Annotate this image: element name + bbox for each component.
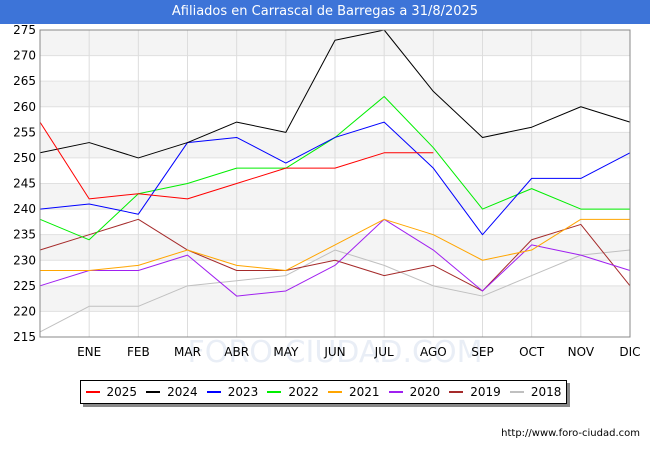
legend-label: 2019 (470, 385, 501, 399)
legend-item-2023: 2023 (206, 385, 259, 399)
series-line-2023 (39, 121, 631, 236)
y-tick-label: 275 (13, 23, 36, 37)
x-axis-ticks: ENE FEB MAR ABR MAY JUN JUL AGO SEP OCT NOV DIC (77, 345, 640, 359)
legend-item-2021: 2021 (328, 385, 380, 399)
watermark-text: FORO-CIUDAD.COM (188, 335, 483, 370)
y-tick-label: 250 (13, 151, 36, 165)
series-line-2020 (39, 218, 631, 297)
legend-swatch (509, 391, 524, 393)
y-tick-label: 225 (13, 279, 36, 293)
legend-item-2018: 2018 (509, 385, 562, 399)
x-tick-label: MAY (273, 345, 299, 359)
legend-swatch (146, 391, 161, 393)
x-tick-label: JUL (374, 345, 394, 359)
legend-swatch (267, 391, 282, 393)
y-tick-label: 230 (13, 253, 36, 267)
x-tick-label: NOV (568, 345, 595, 359)
x-tick-label: OCT (519, 345, 545, 359)
legend-item-2024: 2024 (146, 385, 198, 399)
legend-item-2019: 2019 (449, 385, 501, 399)
y-tick-label: 270 (13, 49, 36, 63)
series-line-2018 (39, 249, 631, 333)
x-tick-label: AGO (420, 345, 447, 359)
y-tick-label: 215 (13, 330, 36, 344)
legend-swatch (85, 391, 100, 393)
legend-label: 2018 (530, 385, 562, 399)
plot-frame (39, 29, 631, 338)
y-tick-label: 220 (13, 304, 36, 318)
legend: 2025 2024 2023 2022 2021 2020 2019 2018 (80, 380, 567, 404)
y-tick-label: 265 (13, 74, 36, 88)
legend-label: 2022 (288, 385, 319, 399)
legend-swatch (388, 391, 403, 393)
chart-title: Afiliados en Carrascal de Barregas a 31/… (0, 0, 650, 24)
x-tick-label: SEP (471, 345, 493, 359)
series-line-2025 (39, 121, 434, 200)
series-line-2024 (39, 29, 631, 159)
series-line-2021 (40, 218, 630, 271)
series-line-2019 (39, 218, 631, 292)
y-axis-ticks: 215 220 225 230 235 240 245 250 255 260 265 270 275 (13, 23, 36, 344)
series-lines (39, 29, 631, 333)
source-url: http://www.foro-ciudad.com (501, 428, 640, 439)
y-tick-label: 260 (13, 100, 36, 114)
legend-label: 2023 (227, 385, 259, 399)
y-tick-label: 245 (13, 177, 36, 191)
y-tick-label: 240 (13, 202, 36, 216)
legend-swatch (449, 391, 464, 393)
legend-label: 2021 (349, 385, 380, 399)
x-tick-label: FEB (127, 345, 150, 359)
legend-item-2025: 2025 (85, 385, 138, 399)
y-tick-label: 255 (13, 125, 36, 139)
x-tick-label: MAR (174, 345, 201, 359)
x-tick-label: ENE (77, 345, 101, 359)
x-tick-label: DIC (619, 345, 640, 359)
legend-swatch (206, 391, 221, 393)
y-tick-label: 235 (13, 228, 36, 242)
legend-item-2022: 2022 (267, 385, 319, 399)
legend-label: 2025 (106, 385, 138, 399)
x-tick-label: JUN (323, 345, 345, 359)
legend-label: 2020 (409, 385, 441, 399)
legend-label: 2024 (167, 385, 198, 399)
legend-item-2020: 2020 (388, 385, 441, 399)
legend-swatch (328, 391, 343, 393)
x-tick-label: ABR (224, 345, 249, 359)
